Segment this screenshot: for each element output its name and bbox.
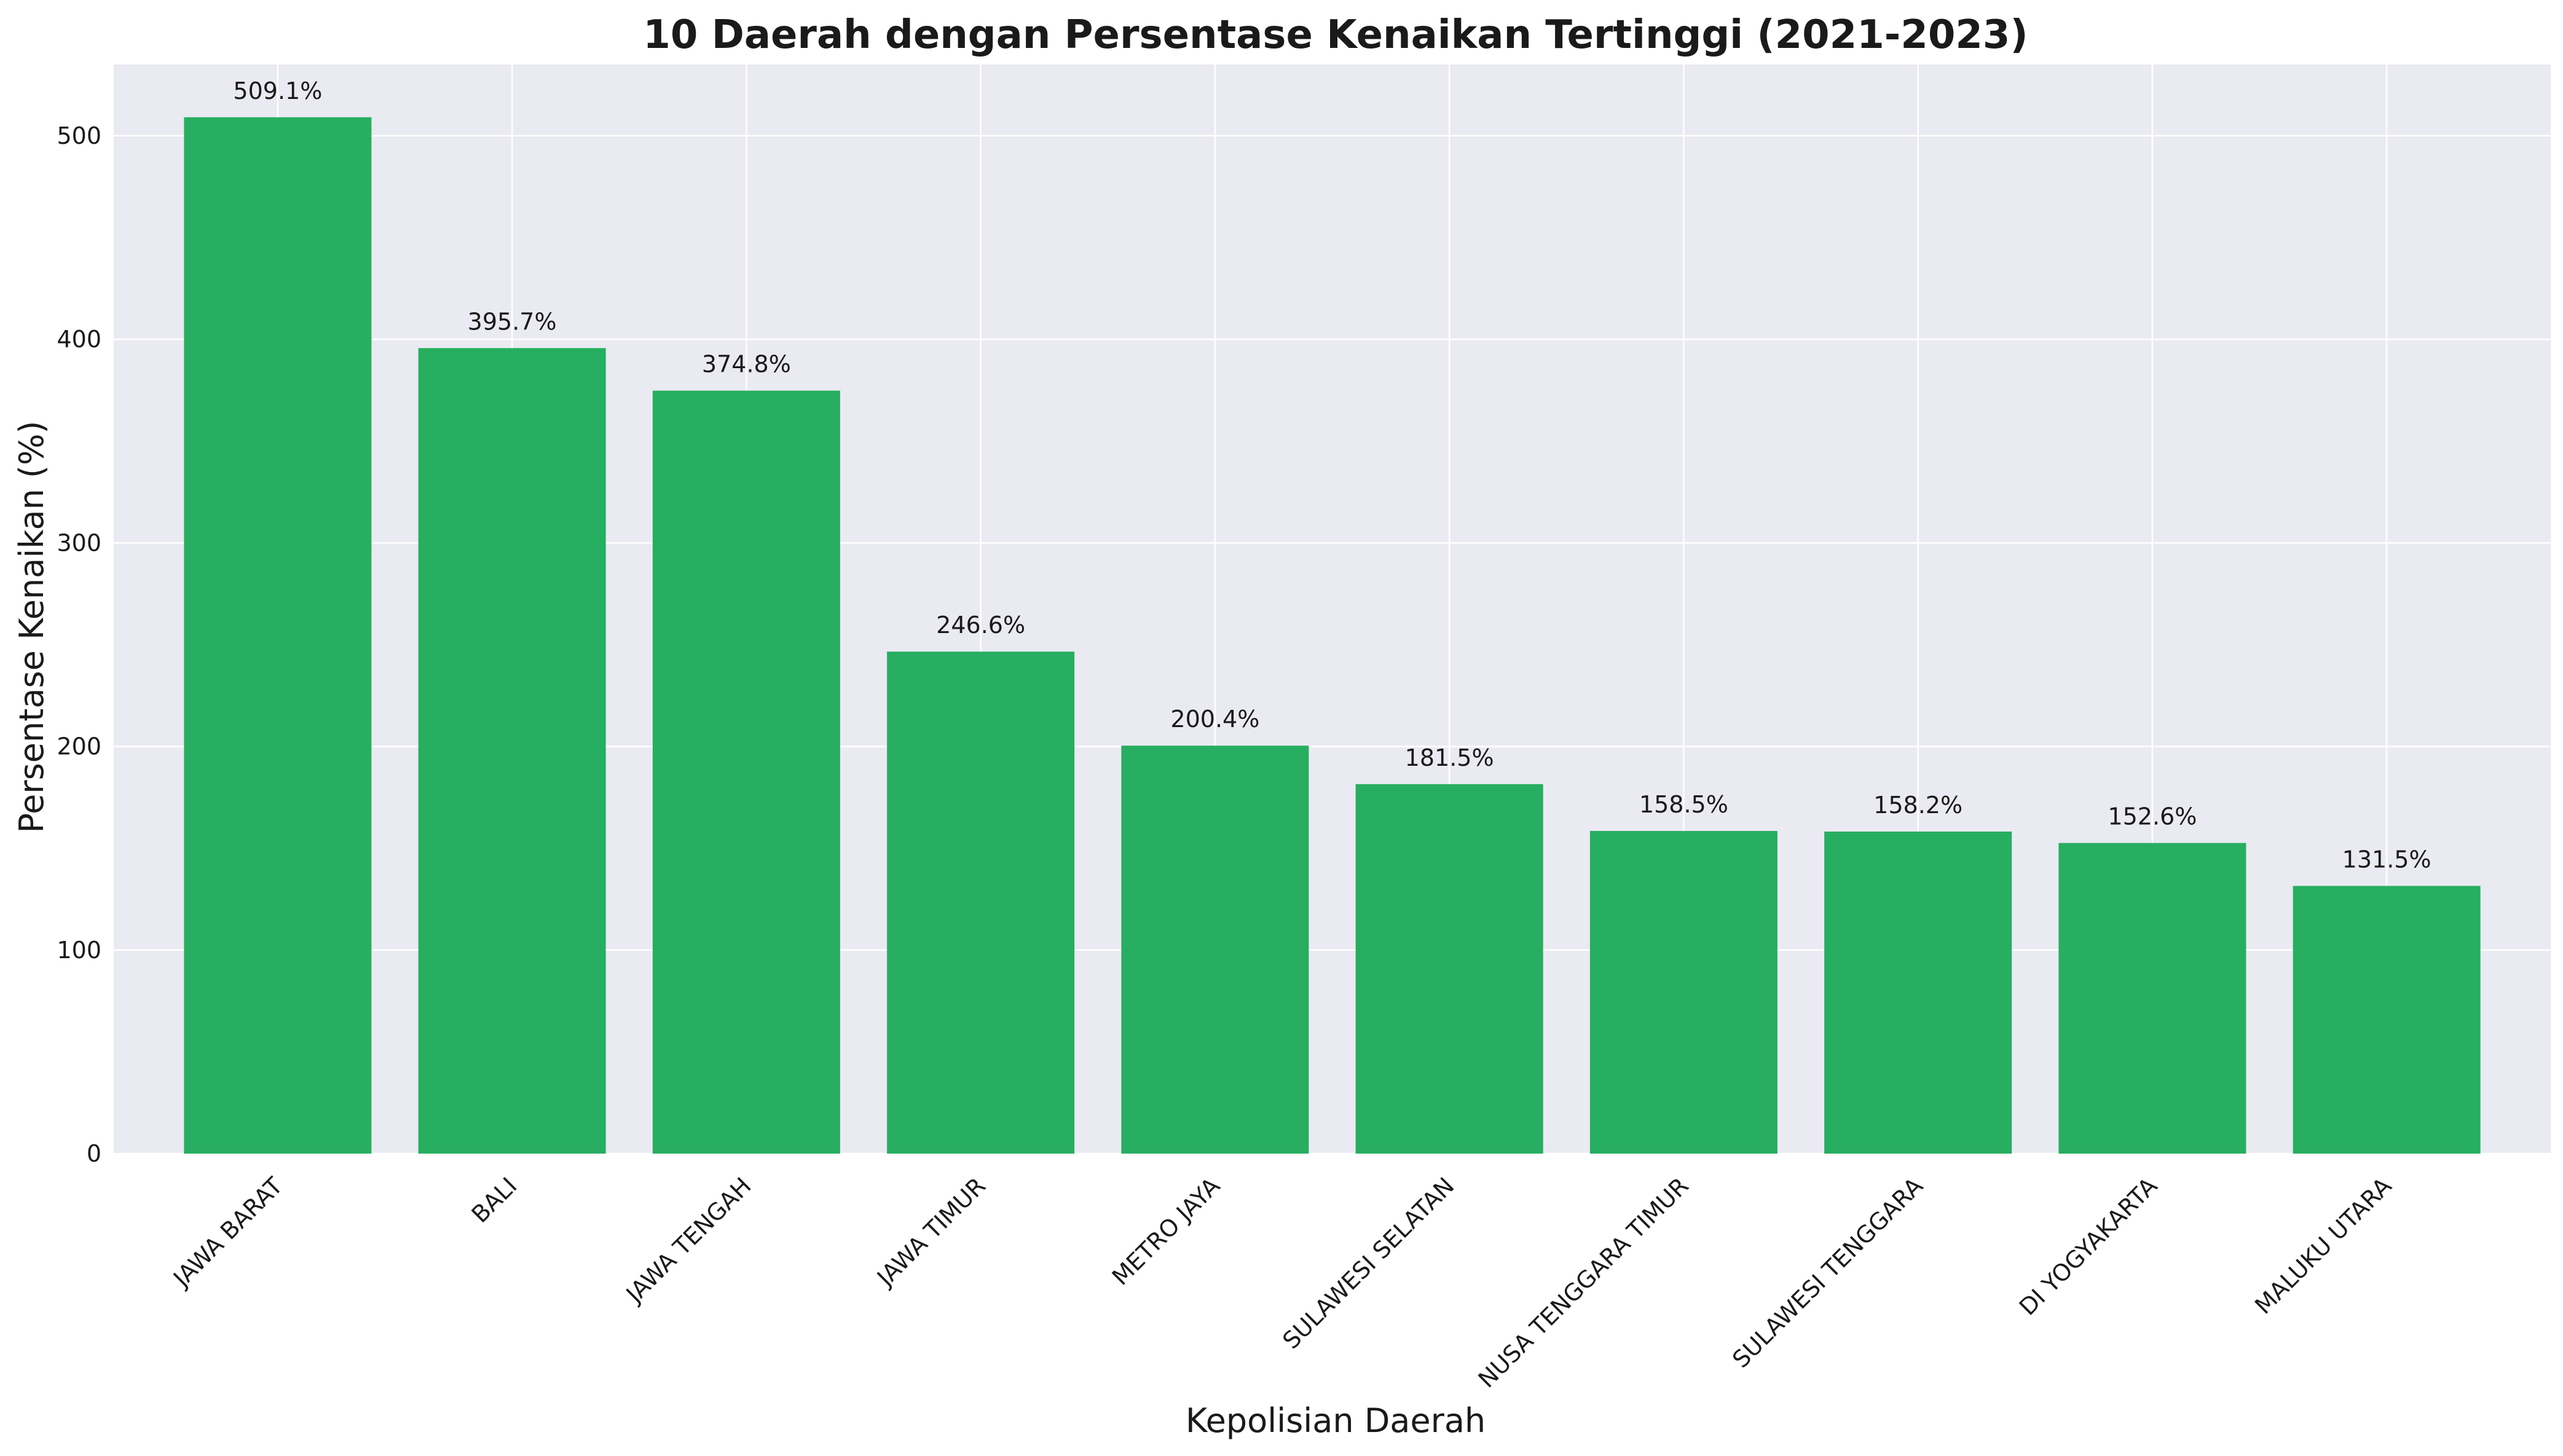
bar-5[interactable] [1355, 784, 1543, 1154]
data-label-8: 152.6% [2108, 803, 2197, 830]
bar-7[interactable] [1824, 832, 2012, 1154]
data-label-7: 158.2% [1873, 792, 1963, 819]
y-tick-label-1: 100 [57, 937, 101, 964]
x-tick-label-1: BALI [467, 1172, 522, 1228]
bar-8[interactable] [2058, 843, 2246, 1154]
data-label-4: 200.4% [1170, 706, 1259, 733]
bar-3[interactable] [887, 651, 1075, 1154]
x-tick-label-9: MALUKU UTARA [2250, 1172, 2396, 1319]
data-label-0: 509.1% [233, 77, 322, 104]
y-tick-label-3: 300 [57, 529, 101, 556]
x-tick-label-2: JAWA TENGAH [620, 1172, 757, 1308]
y-tick-label-2: 200 [57, 733, 101, 760]
data-label-2: 374.8% [702, 351, 791, 378]
x-tick-label-7: SULAWESI TENGGARA [1727, 1172, 1928, 1373]
y-tick-label-5: 500 [57, 122, 101, 149]
data-label-9: 131.5% [2342, 846, 2431, 873]
x-tick-label-0: JAWA BARAT [167, 1172, 288, 1293]
x-tick-label-3: JAWA TIMUR [871, 1172, 991, 1292]
bar-0[interactable] [184, 117, 372, 1154]
y-axis-label: Persentase Kenaikan (%) [12, 421, 51, 833]
bar-1[interactable] [418, 348, 606, 1154]
bar-4[interactable] [1121, 746, 1309, 1154]
x-tick-label-5: SULAWESI SELATAN [1277, 1172, 1459, 1354]
bar-9[interactable] [2293, 886, 2481, 1154]
chart-title: 10 Daerah dengan Persentase Kenaikan Ter… [643, 12, 2028, 58]
bar-6[interactable] [1589, 831, 1778, 1154]
data-label-6: 158.5% [1639, 791, 1728, 818]
x-tick-label-4: METRO JAYA [1107, 1172, 1226, 1291]
y-tick-label-4: 400 [57, 326, 101, 353]
plot-area: 0 100 200 300 400 500 509.1% JAWA BARAT 395.7% BA… [57, 65, 2551, 1393]
x-axis-label: Kepolisian Daerah [1186, 1401, 1486, 1440]
data-label-3: 246.6% [936, 612, 1025, 639]
data-label-1: 395.7% [468, 308, 557, 335]
bar-2[interactable] [652, 390, 840, 1154]
x-tick-label-6: NUSA TENGGARA TIMUR [1473, 1172, 1693, 1393]
data-label-5: 181.5% [1405, 744, 1494, 771]
y-tick-label-0: 0 [87, 1140, 101, 1167]
x-tick-label-8: DI YOGYAKARTA [2014, 1172, 2163, 1321]
